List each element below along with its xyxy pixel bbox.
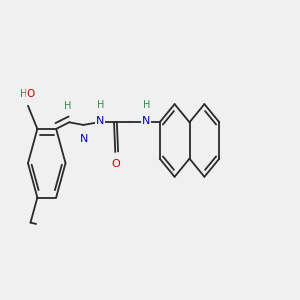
Text: H: H <box>64 101 71 111</box>
Text: H: H <box>20 89 27 99</box>
Text: O: O <box>26 89 34 99</box>
Text: N: N <box>142 116 150 126</box>
Text: N: N <box>80 134 88 145</box>
Text: H: H <box>143 100 150 110</box>
Text: O: O <box>112 159 120 169</box>
Text: H: H <box>97 100 105 110</box>
Text: N: N <box>96 116 104 126</box>
